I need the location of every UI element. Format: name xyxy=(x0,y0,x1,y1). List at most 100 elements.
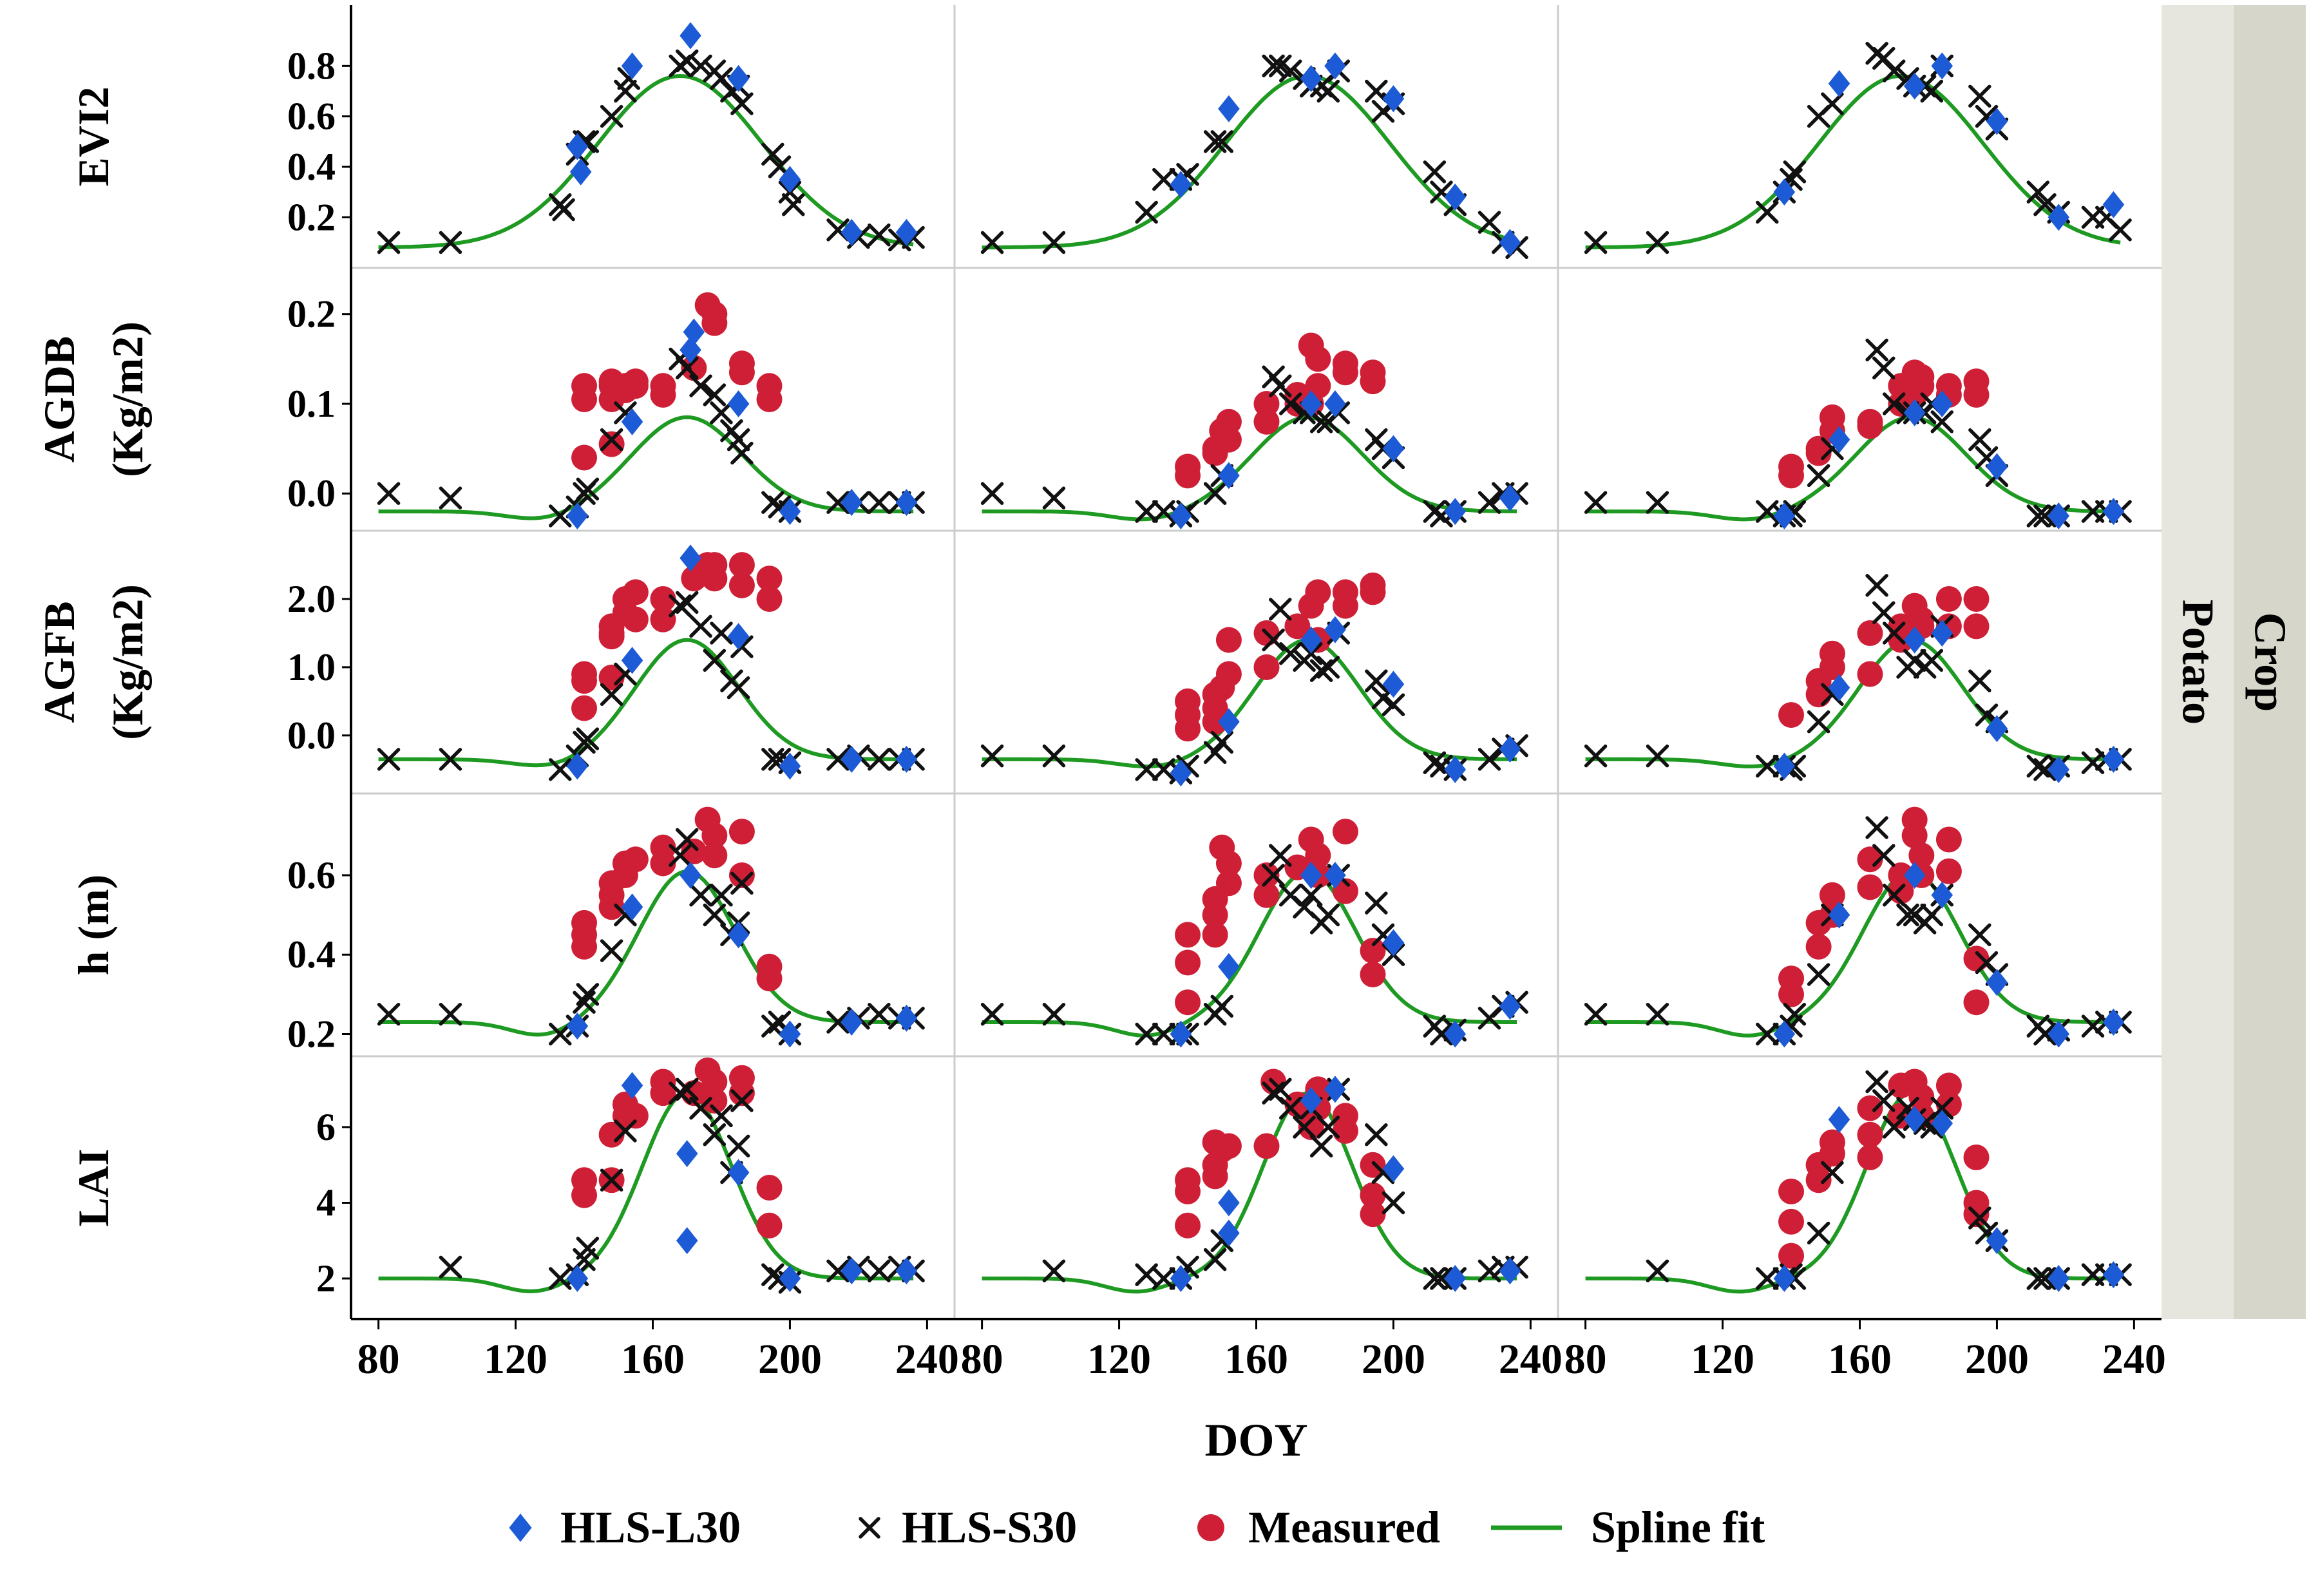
point-hls-l30 xyxy=(1986,969,2008,996)
point-hls-l30 xyxy=(727,623,750,651)
facet-strips: Potato Crop xyxy=(2162,5,2306,1319)
point-measured xyxy=(1175,1178,1201,1204)
panel-h-1 xyxy=(377,806,925,1048)
point-hls-l30 xyxy=(1218,953,1240,980)
point-hls-l30 xyxy=(566,1012,589,1040)
point-hls-s30 xyxy=(730,1089,754,1112)
point-measured xyxy=(1332,593,1358,619)
point-measured xyxy=(1175,922,1201,948)
point-measured xyxy=(1332,350,1358,377)
point-measured xyxy=(598,894,625,920)
point-hls-l30 xyxy=(1903,861,1926,889)
point-measured xyxy=(1963,613,1990,640)
point-measured xyxy=(1857,874,1883,900)
spline-fit-line xyxy=(378,638,914,768)
point-hls-s30 xyxy=(727,428,750,451)
point-measured xyxy=(1857,413,1883,439)
point-hls-l30 xyxy=(1773,1020,1796,1048)
point-measured xyxy=(728,552,755,578)
point-hls-s30 xyxy=(2026,754,2050,778)
point-hls-s30 xyxy=(1865,574,1888,597)
point-measured xyxy=(1805,681,1832,708)
row-label-line: AGFB xyxy=(35,602,84,723)
point-hls-l30 xyxy=(779,1265,801,1292)
point-hls-s30 xyxy=(1646,231,1669,254)
point-hls-s30 xyxy=(1316,903,1340,927)
point-measured xyxy=(756,965,783,992)
point-hls-s30 xyxy=(868,1002,891,1026)
y-axis-lai: 2 4 6 xyxy=(316,1106,351,1300)
point-hls-s30 xyxy=(1203,130,1227,153)
point-hls-l30 xyxy=(2048,502,2070,530)
point-hls-s30 xyxy=(1278,1096,1302,1120)
point-hls-l30 xyxy=(1324,861,1346,889)
panel-h-2 xyxy=(980,819,1528,1048)
y-tick-label: 0.4 xyxy=(287,933,336,976)
point-hls-s30 xyxy=(1756,1022,1779,1046)
point-hls-s30 xyxy=(1968,428,1991,451)
point-measured xyxy=(1175,989,1201,1016)
point-hls-s30 xyxy=(549,1022,572,1046)
point-hls-s30 xyxy=(868,748,891,771)
point-hls-s30 xyxy=(689,884,712,907)
point-hls-s30 xyxy=(1872,356,1896,380)
row-label-line: EVI2 xyxy=(69,87,118,187)
point-measured xyxy=(701,842,728,869)
point-measured xyxy=(1253,390,1280,417)
point-hls-s30 xyxy=(1135,758,1158,781)
y-tick-label: 0.2 xyxy=(287,196,336,238)
point-hls-s30 xyxy=(710,622,733,645)
point-hls-l30 xyxy=(1382,929,1405,956)
point-hls-l30 xyxy=(1986,1227,2008,1255)
point-measured xyxy=(1819,1141,1845,1167)
point-measured xyxy=(1857,661,1883,687)
point-hls-l30 xyxy=(566,1265,589,1292)
point-hls-s30 xyxy=(1584,1002,1608,1026)
point-hls-s30 xyxy=(1135,200,1158,224)
spline-fit-line xyxy=(378,415,914,520)
point-hls-l30 xyxy=(1382,1155,1405,1183)
point-measured xyxy=(650,382,676,408)
point-hls-l30 xyxy=(1170,759,1192,787)
point-hls-l30 xyxy=(1828,674,1850,701)
panel-agdb-2 xyxy=(980,332,1528,530)
point-measured xyxy=(1778,1178,1805,1204)
point-hls-s30 xyxy=(1756,1267,1779,1290)
point-hls-s30 xyxy=(761,142,784,166)
point-hls-s30 xyxy=(1316,1116,1340,1139)
point-measured xyxy=(1819,882,1845,908)
point-hls-l30 xyxy=(2048,755,2070,783)
point-hls-l30 xyxy=(1828,426,1850,453)
x-tick-label: 160 xyxy=(1224,1336,1288,1383)
x-tick-label: 80 xyxy=(1564,1336,1607,1383)
point-measured xyxy=(1805,933,1832,960)
point-hls-l30 xyxy=(727,1159,750,1186)
point-hls-l30 xyxy=(1170,171,1192,198)
y-tick-label: 0.2 xyxy=(287,1013,336,1056)
point-hls-l30 xyxy=(1931,881,1953,909)
point-hls-l30 xyxy=(1218,95,1240,122)
point-hls-l30 xyxy=(1170,1020,1192,1048)
point-hls-l30 xyxy=(1499,993,1521,1020)
point-measured xyxy=(1908,606,1935,632)
point-hls-s30 xyxy=(1882,1116,1906,1139)
point-hls-s30 xyxy=(600,939,623,962)
point-hls-l30 xyxy=(679,336,701,364)
point-hls-s30 xyxy=(1930,410,1954,433)
point-hls-s30 xyxy=(782,193,805,216)
x-tick-label: 120 xyxy=(1087,1336,1151,1383)
point-measured xyxy=(1253,862,1280,888)
point-measured xyxy=(1197,1514,1224,1541)
point-hls-l30 xyxy=(1903,399,1926,426)
point-measured xyxy=(701,1069,728,1095)
point-hls-s30 xyxy=(2033,193,2057,216)
point-measured xyxy=(622,846,649,873)
point-hls-s30 xyxy=(1309,659,1333,682)
point-hls-s30 xyxy=(1430,1022,1453,1046)
point-hls-l30 xyxy=(727,64,750,92)
point-hls-s30 xyxy=(377,482,401,505)
point-hls-s30 xyxy=(576,477,600,501)
point-hls-s30 xyxy=(710,1104,733,1128)
point-hls-l30 xyxy=(621,1072,643,1099)
point-hls-l30 xyxy=(1218,1219,1240,1247)
